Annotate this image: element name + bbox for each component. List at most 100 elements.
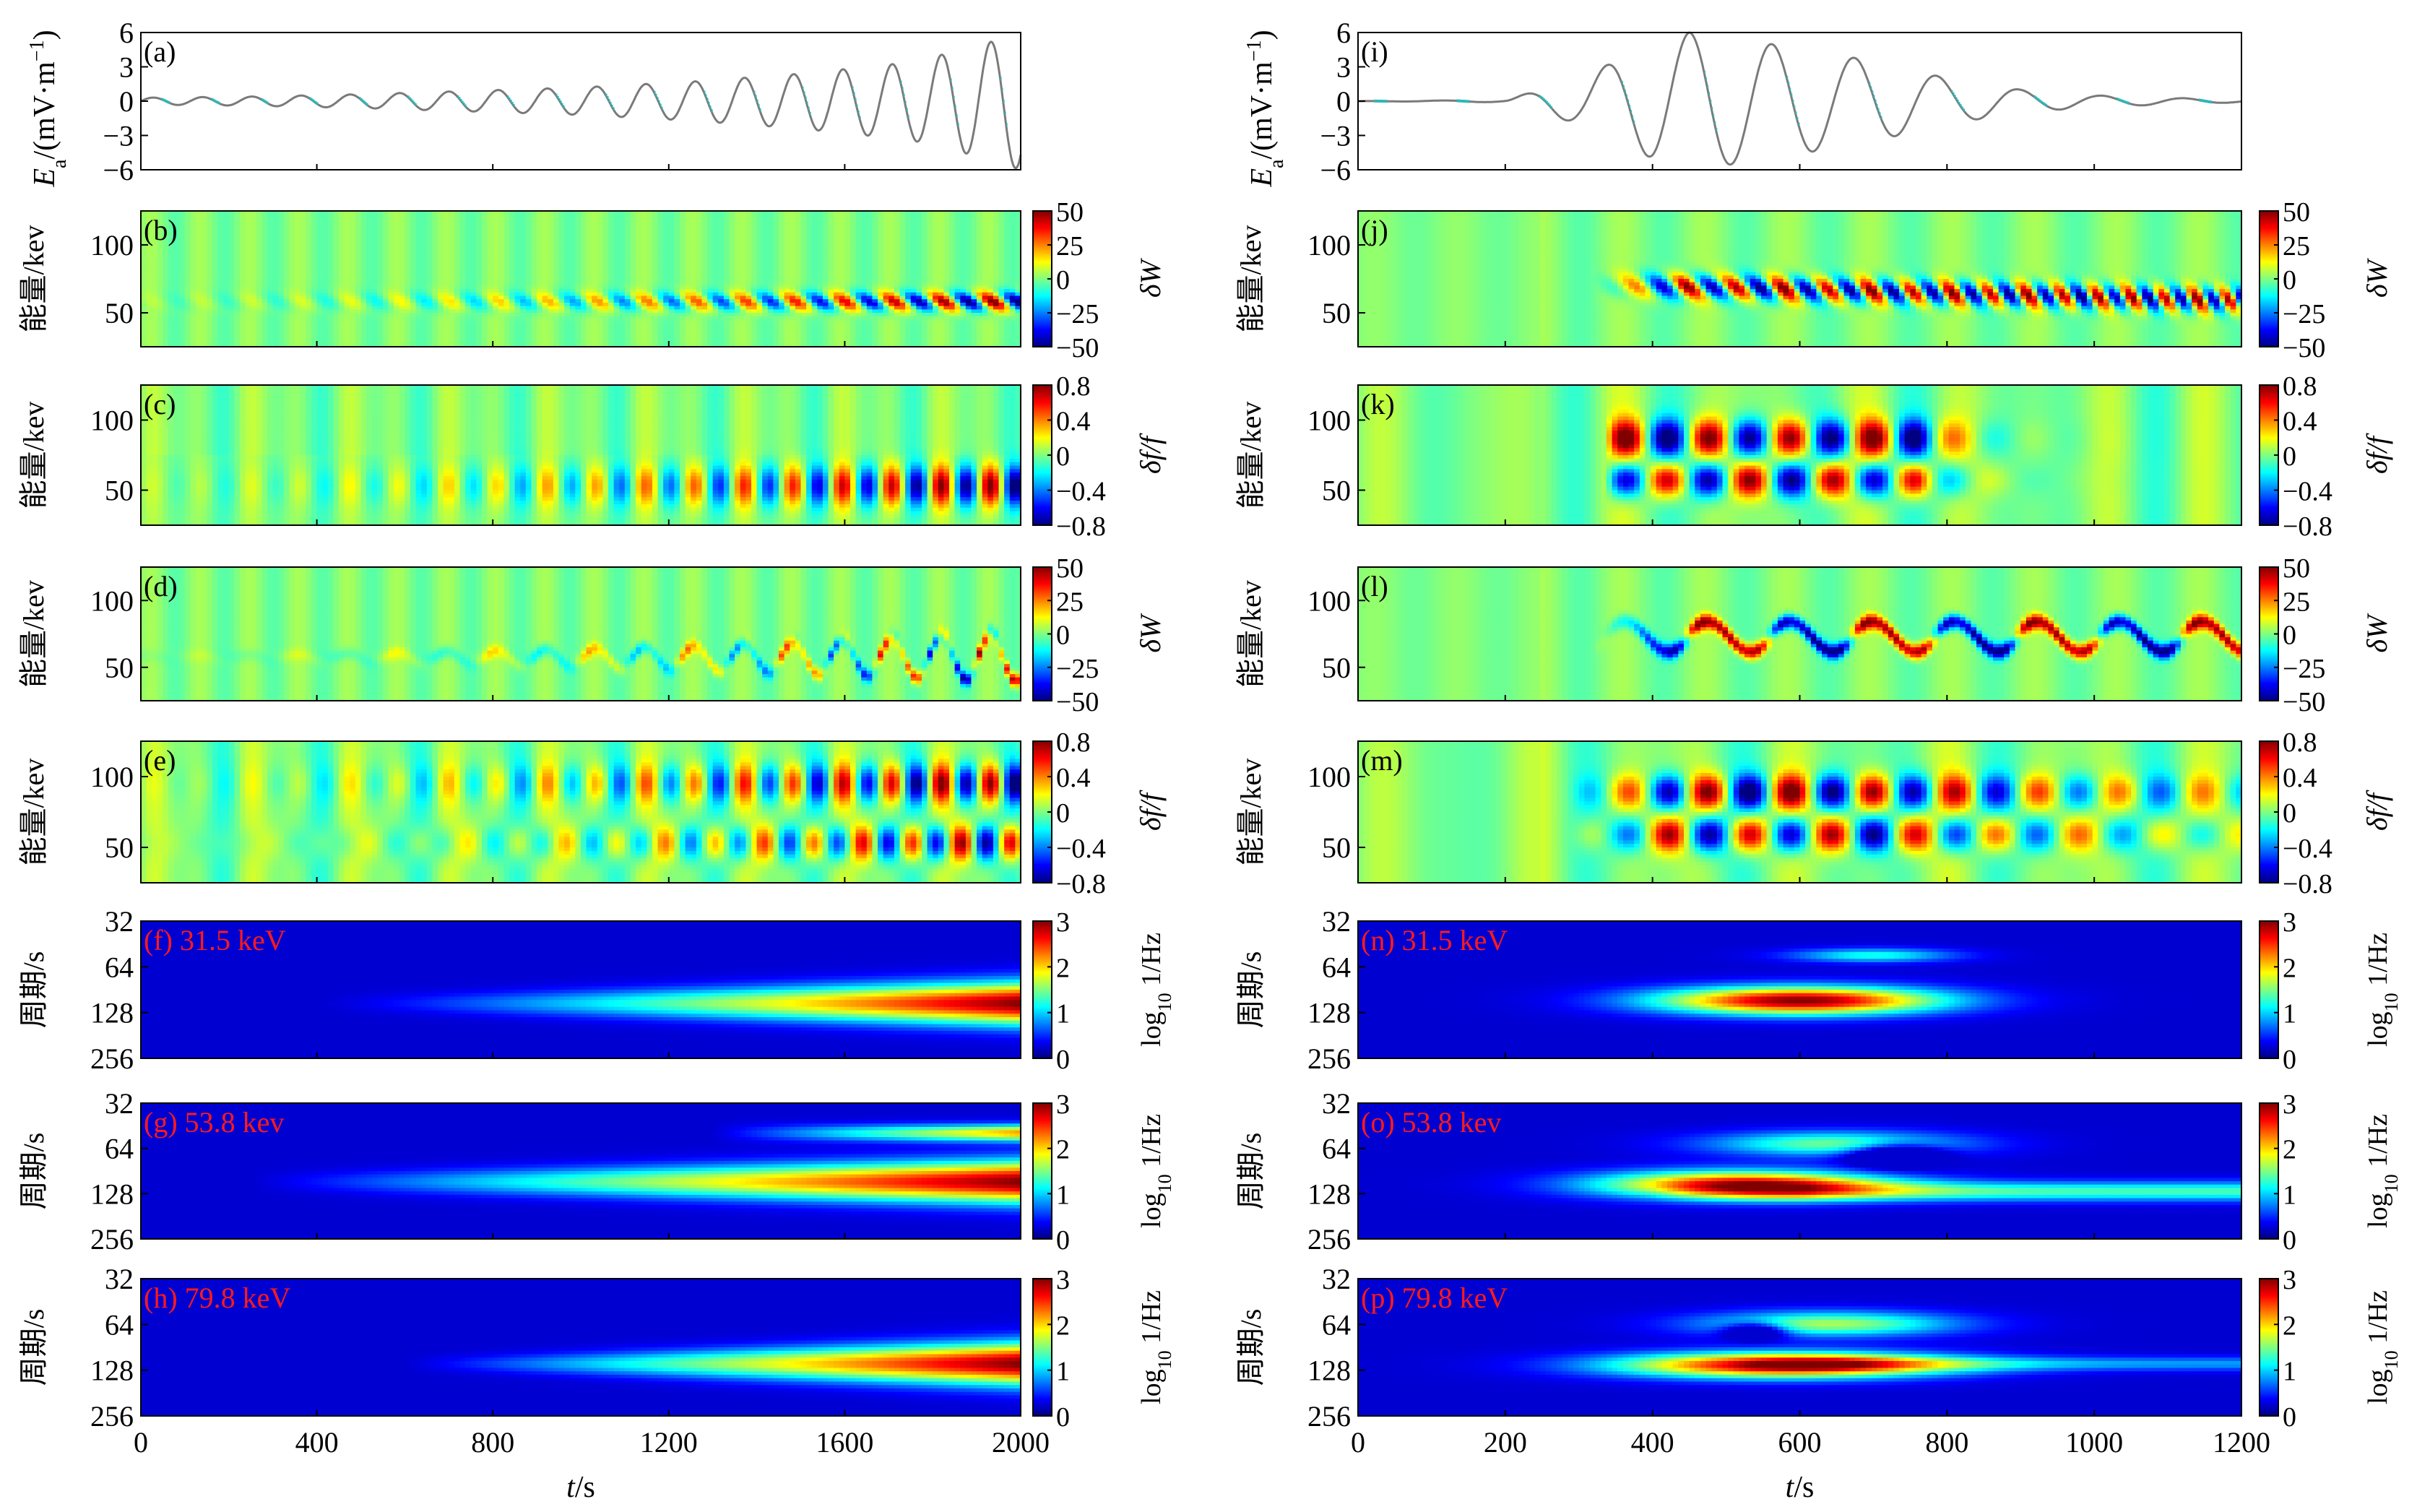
y-axis-label-part: E — [28, 168, 61, 188]
heatmap-cell — [212, 306, 218, 310]
heatmap-cell — [179, 259, 185, 262]
heatmap-cell — [212, 238, 218, 242]
heatmap-cell — [191, 245, 196, 249]
heatmap-cell — [157, 296, 163, 300]
heatmap-cell — [251, 303, 256, 306]
heatmap-cell — [240, 313, 246, 316]
heatmap-cell — [202, 337, 207, 340]
heatmap-cell — [256, 245, 262, 249]
heatmap-cell — [240, 319, 246, 323]
heatmap-cell — [202, 340, 207, 344]
heatmap-cell — [207, 296, 212, 300]
heatmap-cell — [251, 289, 256, 293]
heatmap-cell — [185, 265, 191, 269]
heatmap-cell — [196, 259, 202, 262]
heatmap-cell — [246, 316, 251, 320]
heatmap-cell — [185, 251, 191, 255]
heatmap-cell — [191, 221, 196, 225]
heatmap-cell — [196, 316, 202, 320]
heatmap-cell — [141, 323, 147, 327]
heatmap-cell — [202, 241, 207, 245]
heatmap-cell — [168, 249, 174, 252]
heatmap-cell — [191, 272, 196, 276]
heatmap-cell — [196, 313, 202, 316]
heatmap-cell — [218, 282, 224, 286]
heatmap-cell — [157, 293, 163, 296]
heatmap-cell — [163, 316, 168, 320]
heatmap-cell — [212, 225, 218, 228]
heatmap-cell — [251, 309, 256, 313]
heatmap-cell — [246, 289, 251, 293]
heatmap-cell — [246, 323, 251, 327]
heatmap-cell — [157, 316, 163, 320]
heatmap-cell — [202, 251, 207, 255]
heatmap-cell — [185, 241, 191, 245]
heatmap-cell — [218, 319, 224, 323]
heatmap-cell — [229, 262, 235, 266]
heatmap-cell — [229, 255, 235, 259]
heatmap-cell — [212, 296, 218, 300]
heatmap-cell — [147, 285, 152, 289]
heatmap-cell — [223, 313, 229, 316]
heatmap-cell — [185, 333, 191, 337]
heatmap-cell — [179, 279, 185, 282]
heatmap-cell — [246, 337, 251, 340]
heatmap-cell — [251, 340, 256, 344]
heatmap-cell — [234, 225, 240, 228]
heatmap-cell — [141, 316, 147, 320]
heatmap-cell — [157, 330, 163, 334]
heatmap-cell — [207, 217, 212, 221]
heatmap-cell — [185, 275, 191, 279]
heatmap-cell — [185, 293, 191, 296]
heatmap-cell — [185, 221, 191, 225]
heatmap-cell — [207, 299, 212, 303]
heatmap-cell — [223, 265, 229, 269]
heatmap-cell — [185, 316, 191, 320]
heatmap-cell — [218, 238, 224, 242]
heatmap-cell — [163, 282, 168, 286]
heatmap-cell — [207, 323, 212, 327]
heatmap-cell — [234, 265, 240, 269]
heatmap-cell — [218, 330, 224, 334]
heatmap-cell — [174, 333, 180, 337]
heatmap-cell — [240, 241, 246, 245]
heatmap-cell — [234, 282, 240, 286]
heatmap-cell — [185, 313, 191, 316]
heatmap-cell — [240, 299, 246, 303]
heatmap-cell — [163, 330, 168, 334]
heatmap-cell — [229, 327, 235, 330]
heatmap-cell — [218, 296, 224, 300]
heatmap-cell — [179, 289, 185, 293]
y-tick-label: 3 — [119, 51, 134, 84]
heatmap-cell — [240, 279, 246, 282]
heatmap-cell — [212, 285, 218, 289]
heatmap-cell — [157, 337, 163, 340]
heatmap-cell — [234, 255, 240, 259]
heatmap-cell — [256, 217, 262, 221]
heatmap-cell — [234, 313, 240, 316]
heatmap-cell — [141, 255, 147, 259]
heatmap-cell — [163, 279, 168, 282]
heatmap-cell — [152, 316, 157, 320]
heatmap-cell — [207, 269, 212, 272]
heatmap-cell — [202, 272, 207, 276]
heatmap-cell — [202, 262, 207, 266]
heatmap-cell — [234, 340, 240, 344]
heatmap-cell — [218, 251, 224, 255]
heatmap-cell — [147, 272, 152, 276]
heatmap-cell — [212, 279, 218, 282]
heatmap-cell — [191, 313, 196, 316]
heatmap-cell — [240, 327, 246, 330]
heatmap-cell — [240, 296, 246, 300]
heatmap-cell — [229, 333, 235, 337]
heatmap-cell — [179, 217, 185, 221]
heatmap-cell — [202, 296, 207, 300]
heatmap-cell — [185, 285, 191, 289]
heatmap-cell — [234, 327, 240, 330]
heatmap-cell — [207, 333, 212, 337]
heatmap-cell — [251, 249, 256, 252]
heatmap-cell — [147, 249, 152, 252]
heatmap-cell — [212, 330, 218, 334]
heatmap-cell — [152, 327, 157, 330]
heatmap-cell — [147, 289, 152, 293]
